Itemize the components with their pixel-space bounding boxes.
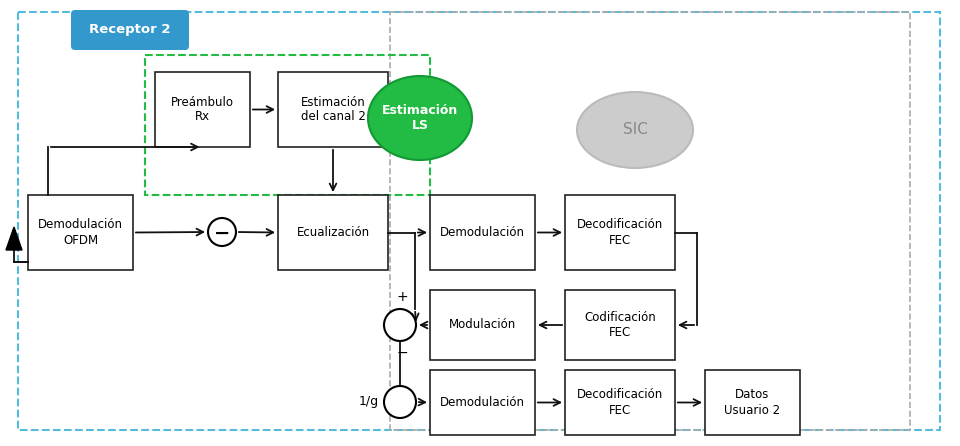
Text: Datos
Usuario 2: Datos Usuario 2 xyxy=(725,388,780,417)
Text: Estimación
del canal 2: Estimación del canal 2 xyxy=(300,95,366,124)
Bar xyxy=(430,370,535,435)
Bar xyxy=(28,195,133,270)
Polygon shape xyxy=(6,227,22,250)
Bar xyxy=(278,195,388,270)
FancyBboxPatch shape xyxy=(71,10,189,50)
Bar xyxy=(430,290,535,360)
Text: 1/g: 1/g xyxy=(359,396,379,409)
Text: −: − xyxy=(396,346,408,360)
Bar xyxy=(565,195,675,270)
Text: Demodulación
OFDM: Demodulación OFDM xyxy=(38,219,123,247)
Text: Demodulación: Demodulación xyxy=(440,226,525,239)
Circle shape xyxy=(384,386,416,418)
Text: Receptor 2: Receptor 2 xyxy=(89,24,171,37)
Bar xyxy=(155,72,250,147)
Bar xyxy=(278,72,388,147)
Text: Estimación
LS: Estimación LS xyxy=(382,104,458,132)
Text: Codificación
FEC: Codificación FEC xyxy=(584,311,656,339)
Text: Decodificación
FEC: Decodificación FEC xyxy=(577,219,663,247)
Bar xyxy=(565,370,675,435)
Ellipse shape xyxy=(577,92,693,168)
Text: Modulación: Modulación xyxy=(449,318,516,331)
Text: Decodificación
FEC: Decodificación FEC xyxy=(577,388,663,417)
Text: +: + xyxy=(396,290,408,304)
Circle shape xyxy=(384,309,416,341)
Bar xyxy=(430,195,535,270)
Bar xyxy=(705,370,800,435)
Text: Ecualización: Ecualización xyxy=(297,226,370,239)
Text: SIC: SIC xyxy=(623,123,647,137)
Ellipse shape xyxy=(368,76,472,160)
Text: Preámbulo
Rx: Preámbulo Rx xyxy=(171,95,234,124)
Bar xyxy=(565,290,675,360)
Bar xyxy=(390,12,910,430)
Circle shape xyxy=(208,218,236,246)
Bar xyxy=(145,55,430,195)
Text: −: − xyxy=(214,223,230,243)
Text: Demodulación: Demodulación xyxy=(440,396,525,409)
